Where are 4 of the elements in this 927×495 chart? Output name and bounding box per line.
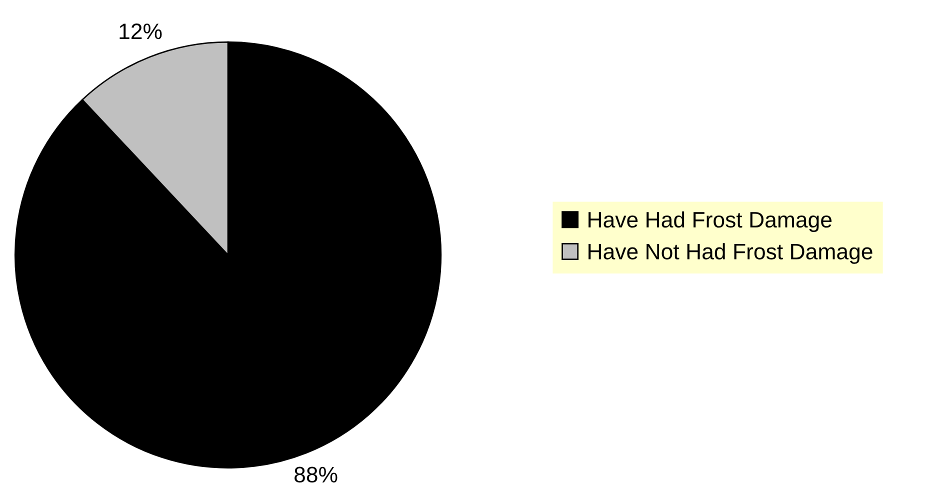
data-label: 88% xyxy=(294,466,338,483)
legend-label: Have Had Frost Damage xyxy=(588,211,832,232)
data-label: 12% xyxy=(120,24,162,40)
legend-label: Have Not Had Frost Damage xyxy=(588,243,872,264)
